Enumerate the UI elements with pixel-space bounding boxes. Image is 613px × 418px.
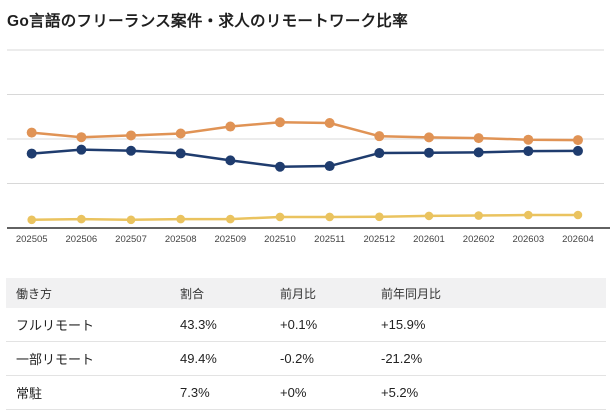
onsite-point bbox=[275, 212, 285, 222]
column-header-workstyle: 働き方 bbox=[16, 286, 53, 301]
cell-mom: +0% bbox=[280, 385, 307, 400]
x-tick-label: 202510 bbox=[264, 234, 296, 245]
x-tick-label: 202512 bbox=[363, 234, 395, 245]
cell-mom: -0.2% bbox=[280, 351, 314, 366]
onsite-point bbox=[226, 214, 235, 224]
cell-workstyle: フルリモート bbox=[16, 318, 95, 333]
cell-yoy: +5.2% bbox=[381, 385, 419, 400]
partial_remote-point bbox=[423, 132, 434, 143]
remote-ratio-line-chart: 202505 202506 202507 202508 202509 202510 2025… bbox=[7, 49, 610, 245]
series-partial_remote-line bbox=[31, 121, 578, 142]
page-title: Go言語のフリーランス案件・求人のリモートワーク比率 bbox=[7, 13, 409, 30]
partial_remote-point bbox=[572, 135, 583, 146]
table-row: 常駐 7.3% +0% +5.2% bbox=[6, 376, 606, 410]
partial_remote-point bbox=[324, 117, 335, 128]
cell-workstyle: 一部リモート bbox=[16, 352, 95, 367]
onsite-point bbox=[474, 211, 483, 220]
x-tick-label: 202508 bbox=[165, 234, 197, 245]
partial_remote-point bbox=[175, 128, 186, 139]
cell-yoy: -21.2% bbox=[381, 351, 423, 366]
x-tick-label: 202509 bbox=[214, 234, 246, 245]
full_remote-point bbox=[275, 161, 285, 172]
cell-share: 49.4% bbox=[180, 351, 217, 366]
onsite-point bbox=[573, 210, 583, 220]
table-header-row: 働き方 割合 前月比 前年同月比 bbox=[6, 278, 606, 308]
x-tick-label: 202507 bbox=[115, 234, 147, 245]
table-row: フルリモート 43.3% +0.1% +15.9% bbox=[6, 308, 606, 342]
partial_remote-point bbox=[275, 117, 285, 128]
partial_remote-point bbox=[374, 131, 385, 142]
x-tick-label: 202601 bbox=[413, 234, 445, 245]
full_remote-point bbox=[572, 145, 583, 156]
full_remote-point bbox=[374, 148, 385, 159]
full_remote-point bbox=[76, 144, 87, 155]
full_remote-point bbox=[126, 145, 137, 156]
cell-share: 7.3% bbox=[180, 385, 210, 400]
partial_remote-point bbox=[523, 134, 534, 145]
full_remote-point bbox=[175, 148, 186, 159]
remote-work-table: 働き方 割合 前月比 前年同月比 フルリモート 43.3% +0.1% +15.… bbox=[6, 278, 606, 410]
x-tick-label: 202505 bbox=[16, 234, 48, 245]
partial_remote-point bbox=[26, 127, 37, 138]
onsite-point bbox=[325, 212, 334, 222]
onsite-point bbox=[77, 214, 86, 224]
full_remote-point bbox=[324, 161, 335, 172]
table-row: 一部リモート 49.4% -0.2% -21.2% bbox=[6, 342, 606, 376]
full_remote-point bbox=[225, 155, 236, 166]
onsite-point bbox=[126, 215, 136, 225]
column-header-mom: 前月比 bbox=[280, 286, 317, 301]
cell-mom: +0.1% bbox=[280, 317, 318, 332]
column-header-yoy: 前年同月比 bbox=[381, 286, 442, 301]
onsite-point bbox=[176, 214, 185, 224]
onsite-point bbox=[27, 215, 36, 225]
series-full_remote-line bbox=[31, 148, 578, 169]
x-tick-label: 202511 bbox=[314, 234, 345, 245]
onsite-point bbox=[524, 210, 533, 220]
full_remote-point bbox=[26, 148, 37, 159]
onsite-point bbox=[424, 211, 434, 221]
partial_remote-point bbox=[473, 133, 484, 144]
full_remote-point bbox=[423, 147, 434, 158]
cell-yoy: +15.9% bbox=[381, 317, 426, 332]
x-tick-label: 202602 bbox=[463, 234, 495, 245]
series-onsite-line bbox=[31, 213, 578, 222]
x-tick-label: 202603 bbox=[512, 234, 544, 245]
partial_remote-point bbox=[225, 121, 236, 132]
column-header-share: 割合 bbox=[180, 286, 205, 301]
x-tick-label: 202506 bbox=[66, 234, 98, 245]
partial_remote-point bbox=[76, 132, 87, 143]
x-tick-label: 202604 bbox=[562, 234, 594, 245]
full_remote-point bbox=[523, 146, 534, 157]
full_remote-point bbox=[473, 147, 484, 158]
partial_remote-point bbox=[126, 130, 137, 141]
cell-share: 43.3% bbox=[180, 317, 217, 332]
cell-workstyle: 常駐 bbox=[16, 386, 43, 401]
onsite-point bbox=[375, 212, 384, 222]
